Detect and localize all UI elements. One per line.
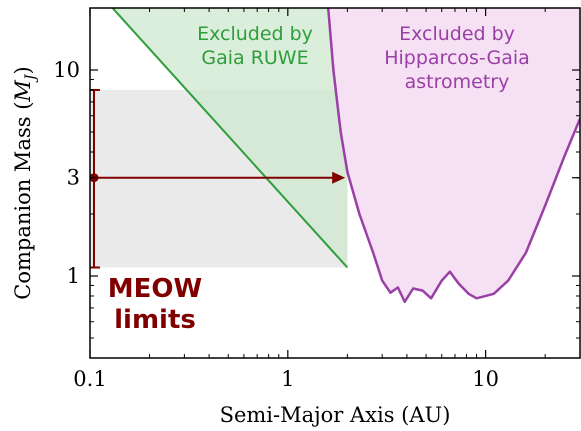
x-tick-label: 1 [281, 367, 294, 391]
meow-annotation-line: limits [114, 305, 196, 335]
hg-annotation-line: astrometry [405, 71, 510, 93]
gaia-annotation-line: Excluded by [197, 23, 313, 45]
y-axis-title-symbol: M [11, 80, 35, 103]
y-axis-title-subscript: J [23, 73, 39, 83]
gaia-ruwe-line [111, 8, 349, 269]
meow-arrow-head [332, 171, 346, 184]
plot-frame [89, 7, 581, 359]
hg-excluded-region [328, 8, 580, 302]
gaia-annotation-line: Gaia RUWE [201, 47, 308, 69]
meow-annotation-line: MEOW [108, 274, 202, 304]
hg-annotation-line: Hipparcos-Gaia [384, 47, 530, 69]
plot-inner [90, 8, 580, 304]
y-axis-title-close: ) [11, 66, 35, 74]
ticks-layer [89, 8, 580, 358]
y-axis-title: Companion Mass (MJ) [11, 66, 39, 299]
y-tick-label: 1 [67, 264, 80, 288]
plot-area [89, 7, 581, 359]
hg-boundary-line [326, 8, 580, 304]
labels-layer: 0.1 1 10 1 3 10 Semi-Major Axis (AU) Companion … [11, 23, 530, 427]
hg-annotation-line: Excluded by [399, 23, 515, 45]
x-tick-label: 0.1 [73, 367, 106, 391]
x-axis-title: Semi-Major Axis (AU) [220, 403, 451, 427]
y-axis-title-text: Companion Mass ( [11, 102, 35, 300]
y-tick-label: 10 [53, 58, 80, 82]
x-tick-label: 10 [472, 367, 499, 391]
y-tick-label: 3 [67, 166, 80, 190]
